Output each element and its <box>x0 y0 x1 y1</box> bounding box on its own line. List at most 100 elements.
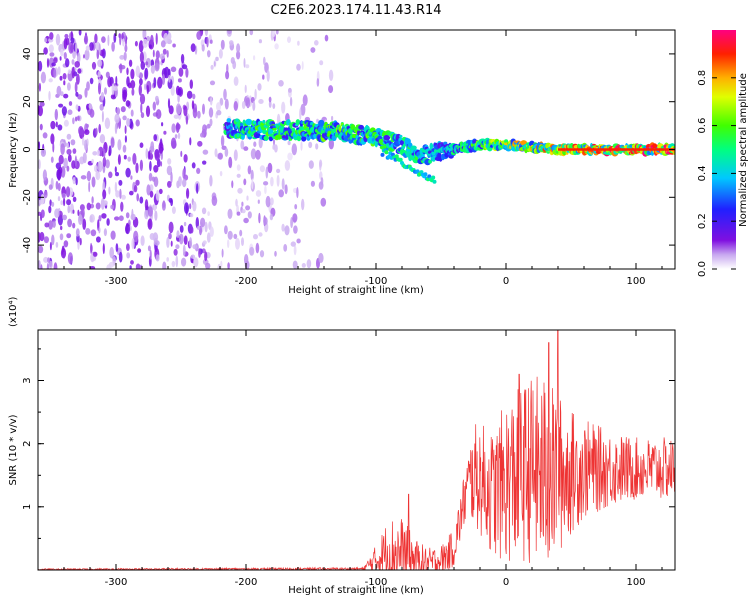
noise-blob <box>55 241 59 248</box>
noise-blob <box>196 225 201 230</box>
noise-blob <box>152 101 156 111</box>
noise-blob <box>276 174 280 187</box>
noise-blob <box>310 180 315 187</box>
noise-blob <box>168 105 174 115</box>
noise-blob <box>98 215 102 222</box>
ridge-point <box>283 127 289 131</box>
noise-blob <box>122 38 125 47</box>
noise-blob <box>106 264 112 269</box>
noise-blob <box>213 61 216 67</box>
noise-blob <box>146 84 149 95</box>
noise-blob <box>159 53 165 60</box>
noise-blob <box>181 257 187 267</box>
noise-blob <box>257 83 262 91</box>
noise-blob <box>155 50 160 60</box>
noise-blob <box>90 229 97 237</box>
x-tick-label: -300 <box>105 577 128 588</box>
noise-blob <box>135 65 140 78</box>
noise-blob <box>278 80 284 87</box>
noise-blob <box>173 114 179 119</box>
noise-blob <box>132 153 137 165</box>
noise-blob <box>102 156 107 168</box>
noise-blob <box>223 88 227 101</box>
noise-blob <box>202 124 207 134</box>
noise-blob <box>219 170 223 177</box>
noise-blob <box>292 260 298 269</box>
noise-blob <box>149 190 154 198</box>
noise-blob <box>302 94 308 106</box>
noise-blob <box>60 248 67 259</box>
noise-blob <box>264 185 267 195</box>
noise-blob <box>104 87 107 95</box>
noise-blob <box>48 184 53 190</box>
noise-blob <box>182 168 186 179</box>
noise-blob <box>249 30 254 36</box>
noise-blob <box>179 225 184 233</box>
noise-blob <box>91 158 94 164</box>
noise-blob <box>259 250 265 258</box>
noise-blob <box>244 254 249 266</box>
noise-blob <box>71 66 75 79</box>
noise-blob <box>100 91 105 101</box>
noise-blob <box>110 137 115 148</box>
noise-blob <box>74 42 78 53</box>
noise-blob <box>89 77 94 85</box>
noise-blob <box>59 56 62 61</box>
noise-blob <box>114 113 120 124</box>
noise-blob <box>236 211 241 216</box>
noise-blob <box>276 168 281 174</box>
noise-blob <box>290 217 293 229</box>
noise-blob <box>171 260 176 268</box>
snr-x-label: Height of straight line (km) <box>288 585 424 596</box>
noise-blob <box>108 171 113 179</box>
noise-blob <box>255 149 261 160</box>
noise-blob <box>170 85 175 96</box>
noise-blob <box>171 206 176 214</box>
noise-blob <box>72 209 75 214</box>
y-tick-label: 2 <box>22 441 33 447</box>
noise-blob <box>154 210 158 221</box>
noise-blob <box>119 55 125 60</box>
noise-blob <box>180 150 183 157</box>
noise-blob <box>83 34 89 45</box>
snr-y-scale-label: (x10⁴) <box>8 296 19 327</box>
noise-blob <box>105 71 110 79</box>
noise-blob <box>117 154 121 165</box>
noise-blob <box>236 173 241 178</box>
colorbar-tick-label: 0.6 <box>697 118 708 134</box>
noise-blob <box>220 260 223 268</box>
noise-blob <box>56 168 62 180</box>
noise-blob <box>240 140 245 150</box>
noise-blob <box>84 87 88 98</box>
y-tick-label: 40 <box>22 48 33 61</box>
noise-blob <box>135 162 139 174</box>
noise-blob <box>202 103 205 115</box>
noise-blob <box>133 230 139 243</box>
noise-blob <box>293 245 297 256</box>
noise-blob <box>157 76 163 89</box>
noise-blob <box>291 143 297 156</box>
noise-blob <box>81 137 85 146</box>
noise-blob <box>74 61 80 68</box>
noise-blob <box>135 179 140 186</box>
noise-blob <box>123 51 127 61</box>
noise-blob <box>189 237 193 249</box>
noise-blob <box>86 81 90 91</box>
noise-blob <box>258 99 264 104</box>
chart-title: C2E6.2023.174.11.43.R14 <box>270 3 441 18</box>
noise-blob <box>227 208 233 219</box>
ridge-point <box>295 119 301 126</box>
noise-blob <box>215 56 219 62</box>
noise-blob <box>152 49 155 58</box>
noise-blob <box>300 103 306 116</box>
noise-blob <box>233 149 238 161</box>
noise-blob <box>287 140 291 146</box>
noise-blob <box>96 236 101 243</box>
noise-blob <box>192 201 197 212</box>
noise-blob <box>51 62 56 67</box>
noise-blob <box>201 44 205 52</box>
noise-blob <box>66 233 72 239</box>
noise-blob <box>57 182 61 192</box>
noise-blob <box>146 35 151 42</box>
